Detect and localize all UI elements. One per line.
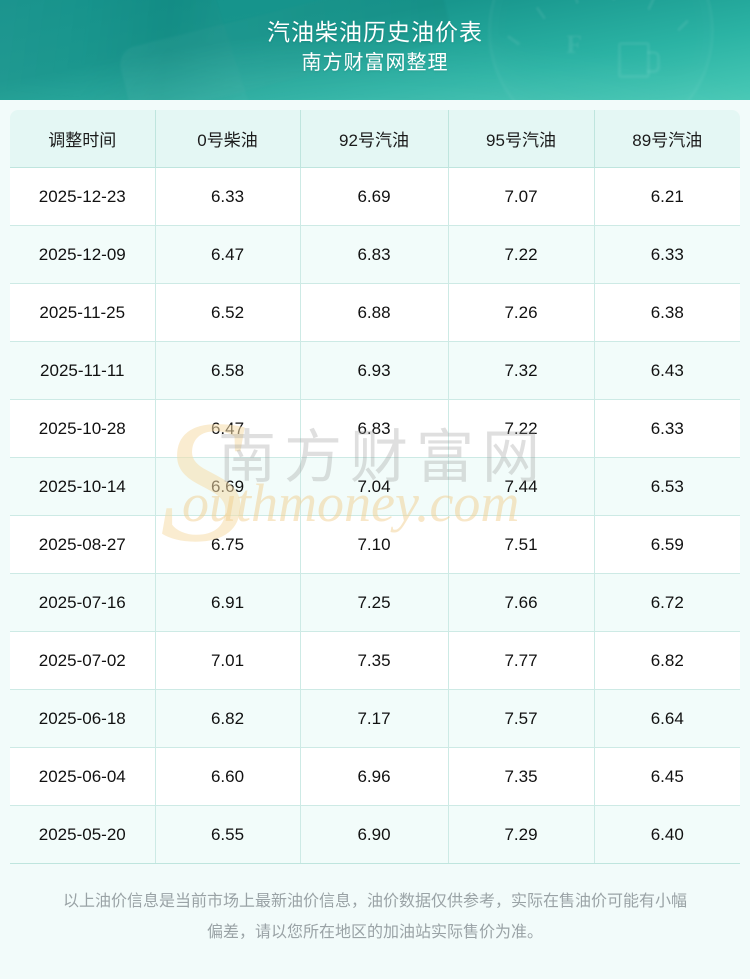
- cell-date: 2025-12-23: [10, 167, 156, 226]
- table-row: 2025-10-14 6.69 7.04 7.44 6.53: [10, 457, 740, 516]
- cell-gas92: 6.93: [300, 341, 449, 400]
- table-row: 2025-12-09 6.47 6.83 7.22 6.33: [10, 225, 740, 284]
- table-header-row: 调整时间 0号柴油 92号汽油 95号汽油 89号汽油: [10, 110, 740, 168]
- cell-gas92: 6.88: [300, 283, 449, 342]
- cell-gas95: 7.22: [448, 225, 595, 284]
- cell-gas95: 7.51: [448, 515, 595, 574]
- cell-date: 2025-10-14: [10, 457, 156, 516]
- cell-date: 2025-11-11: [10, 341, 156, 400]
- gauge-full-label: F: [566, 30, 582, 60]
- table-row: 2025-05-20 6.55 6.90 7.29 6.40: [10, 805, 740, 864]
- cell-date: 2025-07-02: [10, 631, 156, 690]
- table-body: 2025-12-23 6.33 6.69 7.07 6.21 2025-12-09 6.47…: [10, 167, 740, 864]
- gas-pump-icon: [618, 42, 660, 78]
- cell-diesel0: 6.69: [155, 457, 301, 516]
- page-title: 汽油柴油历史油价表: [267, 19, 483, 45]
- cell-gas89: 6.64: [594, 689, 740, 748]
- cell-diesel0: 6.47: [155, 225, 301, 284]
- cell-gas92: 7.10: [300, 515, 449, 574]
- cell-diesel0: 6.60: [155, 747, 301, 806]
- price-table-wrapper: S 南方财富网 outhmoney.com 调整时间 0号柴油 92号汽油 95…: [10, 110, 740, 864]
- cell-gas89: 6.72: [594, 573, 740, 632]
- cell-gas92: 6.96: [300, 747, 449, 806]
- column-header-gas95: 95号汽油: [448, 110, 595, 168]
- cell-gas95: 7.26: [448, 283, 595, 342]
- cell-date: 2025-05-20: [10, 805, 156, 864]
- cell-gas95: 7.44: [448, 457, 595, 516]
- cell-gas89: 6.43: [594, 341, 740, 400]
- cell-gas89: 6.53: [594, 457, 740, 516]
- cell-gas89: 6.40: [594, 805, 740, 864]
- column-header-gas92: 92号汽油: [300, 110, 449, 168]
- cell-diesel0: 6.91: [155, 573, 301, 632]
- cell-gas95: 7.07: [448, 167, 595, 226]
- cell-diesel0: 6.75: [155, 515, 301, 574]
- table-row: 2025-12-23 6.33 6.69 7.07 6.21: [10, 167, 740, 226]
- table-row: 2025-07-16 6.91 7.25 7.66 6.72: [10, 573, 740, 632]
- cell-gas89: 6.21: [594, 167, 740, 226]
- table-row: 2025-11-11 6.58 6.93 7.32 6.43: [10, 341, 740, 400]
- page-subtitle: 南方财富网整理: [301, 52, 449, 74]
- cell-diesel0: 6.47: [155, 399, 301, 458]
- table-row: 2025-06-04 6.60 6.96 7.35 6.45: [10, 747, 740, 806]
- table-row: 2025-10-28 6.47 6.83 7.22 6.33: [10, 399, 740, 458]
- cell-date: 2025-06-04: [10, 747, 156, 806]
- column-header-gas89: 89号汽油: [594, 110, 740, 168]
- table-row: 2025-06-18 6.82 7.17 7.57 6.64: [10, 689, 740, 748]
- cell-date: 2025-10-28: [10, 399, 156, 458]
- cell-gas92: 7.25: [300, 573, 449, 632]
- cell-gas89: 6.82: [594, 631, 740, 690]
- disclaimer-note: 以上油价信息是当前市场上最新油价信息，油价数据仅供参考，实际在售油价可能有小幅偏…: [62, 893, 687, 941]
- cell-date: 2025-06-18: [10, 689, 156, 748]
- cell-gas95: 7.35: [448, 747, 595, 806]
- cell-gas95: 7.57: [448, 689, 595, 748]
- cell-gas89: 6.38: [594, 283, 740, 342]
- cell-gas92: 7.35: [300, 631, 449, 690]
- cell-gas92: 6.83: [300, 225, 449, 284]
- table-row: 2025-11-25 6.52 6.88 7.26 6.38: [10, 283, 740, 342]
- banner-background-photo: F: [0, 0, 750, 100]
- cell-diesel0: 6.82: [155, 689, 301, 748]
- cell-gas89: 6.45: [594, 747, 740, 806]
- table-header: 调整时间 0号柴油 92号汽油 95号汽油 89号汽油: [10, 110, 740, 168]
- cell-gas92: 6.90: [300, 805, 449, 864]
- banner-title-group: 汽油柴油历史油价表 南方财富网整理: [0, 0, 750, 78]
- cell-diesel0: 6.58: [155, 341, 301, 400]
- table-row: 2025-07-02 7.01 7.35 7.77 6.82: [10, 631, 740, 690]
- cell-diesel0: 6.33: [155, 167, 301, 226]
- cell-diesel0: 7.01: [155, 631, 301, 690]
- cell-gas89: 6.33: [594, 225, 740, 284]
- cell-diesel0: 6.55: [155, 805, 301, 864]
- cell-gas92: 6.83: [300, 399, 449, 458]
- oil-price-table: 调整时间 0号柴油 92号汽油 95号汽油 89号汽油 2025-12-23 6.…: [10, 110, 740, 864]
- cell-gas89: 6.33: [594, 399, 740, 458]
- cell-gas95: 7.66: [448, 573, 595, 632]
- cell-gas95: 7.77: [448, 631, 595, 690]
- cell-gas89: 6.59: [594, 515, 740, 574]
- cell-date: 2025-08-27: [10, 515, 156, 574]
- cell-gas95: 7.29: [448, 805, 595, 864]
- column-header-date: 调整时间: [10, 110, 156, 168]
- cell-date: 2025-11-25: [10, 283, 156, 342]
- page-banner: F 汽油柴油历史油价表 南方财富网整理: [0, 0, 750, 100]
- table-row: 2025-08-27 6.75 7.10 7.51 6.59: [10, 515, 740, 574]
- cell-gas92: 7.04: [300, 457, 449, 516]
- cell-gas92: 7.17: [300, 689, 449, 748]
- cell-date: 2025-07-16: [10, 573, 156, 632]
- cell-diesel0: 6.52: [155, 283, 301, 342]
- cell-gas92: 6.69: [300, 167, 449, 226]
- cell-gas95: 7.22: [448, 399, 595, 458]
- cell-date: 2025-12-09: [10, 225, 156, 284]
- column-header-diesel0: 0号柴油: [155, 110, 301, 168]
- cell-gas95: 7.32: [448, 341, 595, 400]
